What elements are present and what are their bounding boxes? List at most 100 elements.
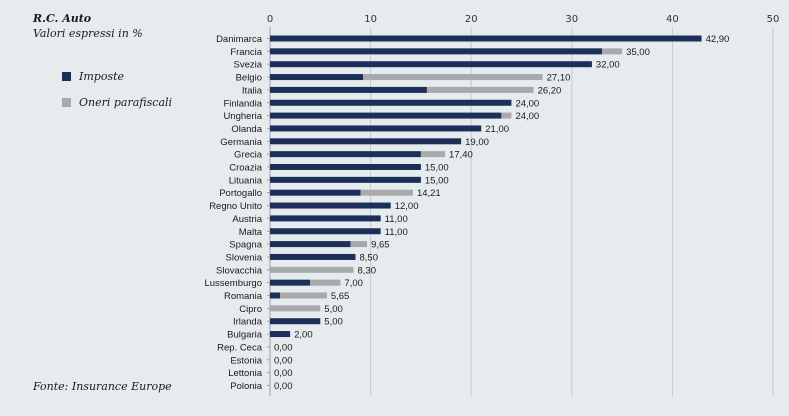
value-label-romania: 5,65 [331,291,350,302]
category-label-irlanda: Irlanda [233,317,263,328]
bar-imposte-belgio [270,74,364,81]
value-label-slovenia: 8,50 [360,252,379,263]
category-label-bulgaria: Bulgaria [227,330,263,341]
value-label-ungheria: 24,00 [515,111,539,122]
legend-label-imposte: Imposte [79,69,125,83]
category-label-austria: Austria [232,214,262,225]
category-label-olanda: Olanda [231,124,262,135]
value-label-rep-ceca: 0,00 [274,342,293,353]
category-label-grecia: Grecia [234,150,263,161]
category-label-regno-unito: Regno Unito [209,201,262,212]
bar-imposte-olanda [270,125,482,132]
bar-imposte-lussemburgo [270,279,311,286]
value-label-italia: 26,20 [538,85,562,96]
chart-title: R.C. Auto [33,12,92,25]
bar-imposte-svezia [270,61,592,68]
value-label-bulgaria: 2,00 [294,330,313,341]
bar-imposte-spagna [270,241,351,248]
x-tick-label-0: 0 [267,14,273,25]
category-label-malta: Malta [239,227,263,238]
bar-imposte-austria [270,215,381,222]
value-label-malta: 11,00 [385,227,408,238]
bar-imposte-portogallo [270,189,361,196]
x-tick-label-50: 50 [767,14,780,25]
bar-imposte-grecia [270,151,421,158]
bar-oneri-lussemburgo [310,279,341,286]
x-tick-label-10: 10 [364,14,377,25]
bar-imposte-bulgaria [270,331,291,338]
legend-item-imposte: Imposte [62,69,125,83]
category-label-cipro: Cipro [239,304,262,315]
legend-swatch-oneri [62,97,71,107]
legend-label-oneri: Oneri parafiscali [79,95,173,109]
category-label-danimarca: Danimarca [216,34,263,45]
category-label-spagna: Spagna [229,240,262,251]
value-label-grecia: 17,40 [449,150,473,161]
value-label-cipro: 5,00 [324,304,343,315]
value-label-danimarca: 42,90 [706,34,730,45]
value-label-belgio: 27,10 [547,73,571,84]
bar-oneri-spagna [350,241,368,248]
value-label-lussemburgo: 7,00 [344,278,363,289]
category-label-polonia: Polonia [230,381,262,392]
value-label-lituania: 15,00 [425,175,449,186]
category-label-svezia: Svezia [233,60,262,71]
value-label-francia: 35,00 [626,47,650,58]
category-label-croazia: Croazia [229,163,262,174]
x-tick-label-20: 20 [465,14,478,25]
category-label-portogallo: Portogallo [219,188,262,199]
category-label-lituania: Lituania [229,175,263,186]
value-label-polonia: 0,00 [274,381,293,392]
category-label-germania: Germania [220,137,262,148]
bar-imposte-italia [270,86,427,93]
value-label-svezia: 32,00 [596,60,620,71]
bar-imposte-finlandia [270,99,512,106]
bar-oneri-ungheria [501,112,512,119]
bar-imposte-malta [270,228,381,235]
category-label-italia: Italia [242,85,263,96]
value-label-portogallo: 14,21 [417,188,441,199]
legend-item-oneri: Oneri parafiscali [62,95,173,109]
bar-imposte-ungheria [270,112,502,119]
bar-imposte-regno-unito [270,202,391,209]
category-label-francia: Francia [230,47,262,58]
category-label-belgio: Belgio [236,73,262,84]
x-tick-label-30: 30 [565,14,578,25]
bar-oneri-romania [280,292,327,299]
bar-imposte-germania [270,138,462,145]
value-label-spagna: 9,65 [371,240,390,251]
bar-oneri-grecia [420,151,446,158]
value-label-irlanda: 5,00 [324,317,343,328]
bar-imposte-croazia [270,164,421,170]
bar-oneri-belgio [363,74,543,81]
source-note: Fonte: Insurance Europe [33,380,172,393]
value-label-olanda: 21,00 [485,124,509,135]
bar-oneri-portogallo [360,189,413,196]
x-tick-label-40: 40 [666,14,679,25]
bar-imposte-romania [270,292,281,299]
category-label-lettonia: Lettonia [228,368,263,379]
bar-oneri-francia [601,48,623,55]
value-label-lettonia: 0,00 [274,368,293,379]
category-label-finlandia: Finlandia [223,98,262,109]
category-label-rep-ceca: Rep. Ceca [217,342,263,353]
bar-oneri-italia [426,86,534,93]
category-label-romania: Romania [224,291,263,302]
bar-oneri-slovacchia [270,266,354,273]
bar-imposte-lituania [270,176,421,183]
value-label-austria: 11,00 [385,214,408,225]
value-label-slovacchia: 8,30 [357,265,376,276]
value-label-regno-unito: 12,00 [395,201,419,212]
category-label-estonia: Estonia [230,355,262,366]
value-label-germania: 19,00 [465,137,489,148]
value-label-estonia: 0,00 [274,355,293,366]
bar-imposte-irlanda [270,318,321,325]
bar-imposte-francia [270,48,602,55]
bar-imposte-danimarca [270,35,702,42]
category-label-slovacchia: Slovacchia [216,265,263,276]
category-label-slovenia: Slovenia [226,252,263,263]
chart-subtitle: Valori espressi in % [33,27,143,40]
bar-oneri-cipro [270,305,321,312]
category-label-lussemburgo: Lussemburgo [204,278,262,289]
